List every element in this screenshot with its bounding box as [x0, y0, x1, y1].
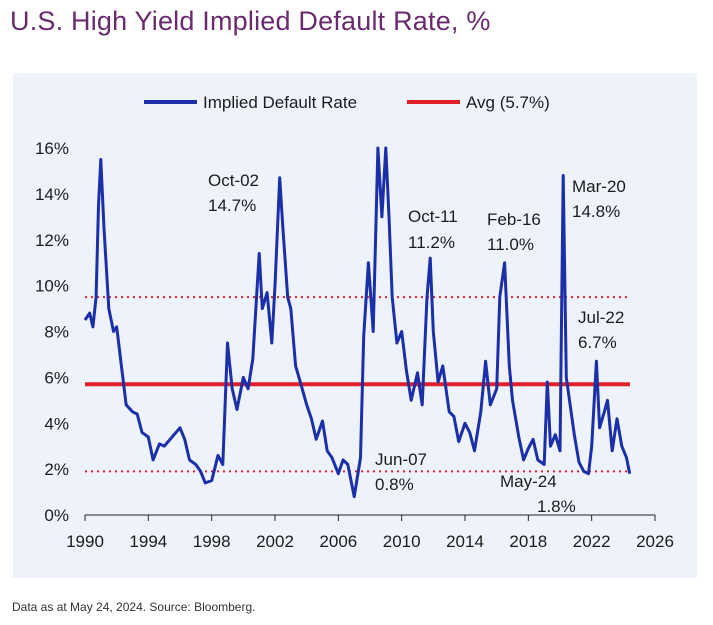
x-tick-label: 2018 — [509, 532, 547, 551]
annotation-feb-16-date: Feb-16 — [487, 210, 541, 229]
chart-axes: 0% 2% 4% 6% 8% 10% 12% 14% 16% 1990 1994 1998 2002 20… — [35, 139, 674, 551]
annotation-mar-20-value: 14.8% — [572, 202, 620, 221]
annotations: Oct-02 14.7% Oct-11 11.2% Feb-16 11.0% M… — [208, 171, 626, 516]
x-tick-label: 2022 — [573, 532, 611, 551]
annotation-jun-07-value: 0.8% — [375, 475, 414, 494]
footnote: Data as at May 24, 2024. Source: Bloombe… — [12, 600, 256, 614]
legend-label-avg: Avg (5.7%) — [466, 93, 550, 112]
y-tick-label: 16% — [35, 139, 69, 158]
legend-label-implied-default-rate: Implied Default Rate — [203, 93, 357, 112]
annotation-may-24-date: May-24 — [500, 472, 557, 491]
x-tick-label: 2026 — [636, 532, 674, 551]
annotation-oct-11-date: Oct-11 — [408, 207, 458, 226]
annotation-oct-11-value: 11.2% — [408, 233, 455, 252]
y-tick-label: 4% — [44, 414, 69, 433]
y-tick-label: 0% — [44, 506, 69, 525]
annotation-oct-02-date: Oct-02 — [208, 171, 259, 190]
annotation-feb-16-value: 11.0% — [487, 235, 534, 254]
reference-lines — [85, 296, 630, 473]
annotation-jul-22-value: 6.7% — [578, 333, 617, 352]
y-tick-label: 14% — [35, 185, 69, 204]
annotation-oct-02-value: 14.7% — [208, 196, 256, 215]
x-tick-label: 2002 — [256, 532, 294, 551]
series-layer — [83, 146, 632, 499]
x-tick-label: 2006 — [319, 532, 357, 551]
annotation-jul-22-date: Jul-22 — [578, 308, 624, 327]
y-tick-label: 8% — [44, 323, 69, 342]
x-tick-label: 1994 — [129, 532, 167, 551]
chart-title: U.S. High Yield Implied Default Rate, % — [10, 6, 491, 36]
series-line-implied-default-rate — [83, 146, 632, 499]
y-tick-label: 6% — [44, 368, 69, 387]
y-tick-label: 10% — [35, 277, 69, 296]
x-tick-label: 1990 — [66, 532, 104, 551]
x-tick-label: 2014 — [446, 532, 484, 551]
y-tick-label: 12% — [35, 231, 69, 250]
y-tick-label: 2% — [44, 460, 69, 479]
annotation-may-24-value: 1.8% — [537, 497, 576, 516]
annotation-mar-20-date: Mar-20 — [572, 177, 626, 196]
chart-legend: Implied Default Rate Avg (5.7%) — [144, 93, 550, 112]
x-tick-label: 1998 — [193, 532, 231, 551]
annotation-jun-07-date: Jun-07 — [375, 450, 427, 469]
x-tick-label: 2010 — [383, 532, 421, 551]
